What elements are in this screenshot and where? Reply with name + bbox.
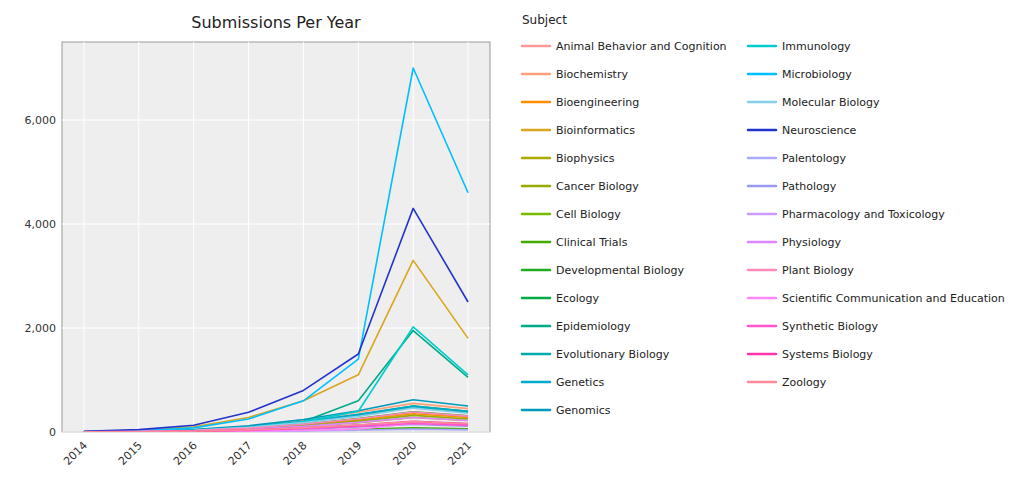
grid (62, 42, 490, 432)
series-line (84, 68, 468, 432)
legend-swatch (748, 157, 776, 160)
legend-label: Physiology (782, 236, 841, 249)
legend-label: Biophysics (556, 152, 615, 165)
y-grid-line (62, 120, 490, 121)
legend-swatch (748, 101, 776, 104)
x-tick-label: 2017 (226, 439, 255, 468)
series-lines (84, 68, 468, 432)
y-grid-line (62, 328, 490, 329)
legend-label: Scientific Communication and Education (782, 292, 1005, 305)
x-tick-label: 2021 (445, 439, 474, 468)
legend-label: Animal Behavior and Cognition (556, 40, 727, 53)
y-tick-label: 4,000 (25, 218, 57, 231)
legend-swatch (522, 353, 550, 356)
x-grid-line (193, 42, 194, 432)
axes: 0 2,000 4,000 6,000 2014 2015 2016 2017 2018 2019… (25, 114, 475, 468)
x-tick-label: 2019 (335, 439, 364, 468)
series-line (84, 407, 468, 432)
legend-swatch (522, 297, 550, 300)
series-line (84, 260, 468, 431)
y-tick-label: 0 (49, 426, 56, 439)
legend-label: Bioinformatics (556, 124, 635, 137)
series-line (84, 423, 468, 432)
y-tick-label: 2,000 (25, 322, 57, 335)
legend-label: Clinical Trials (556, 236, 628, 249)
series-line (84, 421, 468, 432)
legend-swatch (522, 45, 550, 48)
series-line (84, 424, 468, 432)
legend: Subject Animal Behavior and Cognition Bioc… (522, 13, 1005, 417)
series-line (84, 408, 468, 432)
x-tick-label: 2018 (281, 439, 310, 468)
x-grid-line (138, 42, 139, 432)
legend-swatch (522, 129, 550, 132)
legend-label: Immunology (782, 40, 851, 53)
legend-swatch (522, 241, 550, 244)
legend-label: Cell Biology (556, 208, 621, 221)
legend-swatch (748, 325, 776, 328)
legend-swatch (748, 241, 776, 244)
legend-swatch (748, 45, 776, 48)
legend-swatch (522, 213, 550, 216)
legend-label: Pharmacology and Toxicology (782, 208, 945, 221)
legend-swatch (748, 297, 776, 300)
legend-label: Synthetic Biology (782, 320, 879, 333)
legend-label: Zoology (782, 376, 827, 389)
y-tick-label: 6,000 (25, 114, 57, 127)
legend-label: Molecular Biology (782, 96, 880, 109)
legend-swatch (522, 73, 550, 76)
legend-label: Plant Biology (782, 264, 854, 277)
x-grid-line (248, 42, 249, 432)
series-line (84, 403, 468, 431)
legend-label: Palentology (782, 152, 846, 165)
legend-swatch (522, 325, 550, 328)
series-line (84, 417, 468, 431)
x-tick-label: 2016 (171, 439, 200, 468)
series-line (84, 400, 468, 432)
legend-swatch (522, 269, 550, 272)
series-line (84, 327, 468, 432)
series-line (84, 407, 468, 432)
legend-swatch (748, 185, 776, 188)
legend-swatch (748, 269, 776, 272)
x-grid-line (413, 42, 414, 432)
legend-swatch (748, 381, 776, 384)
plot-frame (62, 42, 490, 432)
legend-label: Neuroscience (782, 124, 857, 137)
series-line (84, 422, 468, 432)
legend-label: Microbiology (782, 68, 852, 81)
legend-label: Bioengineering (556, 96, 639, 109)
series-line (84, 331, 468, 432)
legend-label: Cancer Biology (556, 180, 639, 193)
legend-label: Epidemiology (556, 320, 631, 333)
legend-title: Subject (522, 13, 567, 27)
title: Submissions Per Year (191, 13, 361, 32)
legend-label: Genetics (556, 376, 604, 389)
legend-swatch (522, 157, 550, 160)
legend-label: Developmental Biology (556, 264, 684, 277)
x-tick-label: 2014 (61, 439, 90, 468)
legend-label: Genomics (556, 404, 611, 417)
legend-swatch (522, 101, 550, 104)
x-grid-line (83, 42, 84, 432)
legend-swatch (748, 73, 776, 76)
legend-swatch (748, 129, 776, 132)
legend-label: Ecology (556, 292, 599, 305)
x-grid-line (303, 42, 304, 432)
series-line (84, 208, 468, 431)
legend-swatch (522, 381, 550, 384)
legend-swatch (522, 185, 550, 188)
legend-label: Pathology (782, 180, 837, 193)
x-tick-label: 2020 (390, 439, 419, 468)
legend-swatch (748, 353, 776, 356)
legend-label: Biochemistry (556, 68, 628, 81)
legend-label: Evolutionary Biology (556, 348, 670, 361)
series-line (84, 412, 468, 432)
legend-label: Systems Biology (782, 348, 873, 361)
legend-swatch (748, 213, 776, 216)
chart: 0 2,000 4,000 6,000 2014 2015 2016 2017 2018 2019… (0, 0, 1024, 501)
legend-swatch (522, 409, 550, 412)
x-tick-label: 2015 (116, 439, 145, 468)
y-grid-line (62, 224, 490, 225)
